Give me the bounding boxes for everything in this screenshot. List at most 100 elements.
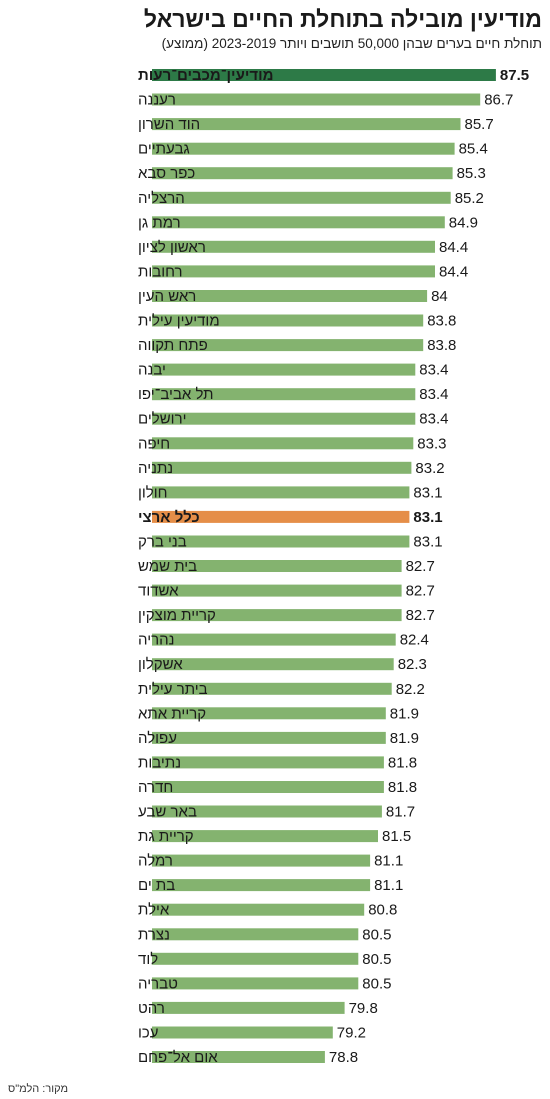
category-label: קריית מוצקין [138,607,216,624]
value-label: 84.4 [439,239,468,256]
bar [152,216,445,229]
value-label: 80.5 [362,926,391,943]
bar [152,69,496,81]
bar [152,928,359,941]
value-label: 83.2 [415,460,444,477]
value-label: 83.3 [417,435,446,452]
category-label: רמת גן [138,214,181,231]
bar [152,977,359,990]
category-label: כפר סבא [138,165,195,182]
category-label: קריית אתא [138,705,206,722]
bar [152,584,402,597]
value-label: 86.7 [484,92,513,109]
category-label: רעננה [138,92,176,109]
bar [152,290,428,302]
bar [152,118,461,131]
value-label: 84 [431,288,448,305]
bar [152,363,416,376]
value-label: 79.8 [349,1000,378,1017]
category-label: ביתר עילית [138,681,208,698]
value-label: 85.2 [455,190,484,207]
category-label: יבנה [138,362,166,379]
category-label: מודיעין־מכבים־רעות [138,67,274,84]
bar [152,854,371,867]
chart-subtitle: תוחלת חיים בערים שבהן 50,000 תושבים ויות… [161,36,542,51]
value-label: 78.8 [329,1049,358,1066]
value-label: 81.8 [388,754,417,771]
bar [152,560,402,572]
bar [152,412,416,425]
value-label: 81.9 [390,730,419,747]
bar [152,707,386,720]
category-label: ראשון לציון [138,239,206,256]
bar [152,167,453,180]
category-label: חדרה [138,779,173,796]
value-label: 84.9 [449,214,478,231]
value-label: 82.2 [396,681,425,698]
category-label: רמלה [138,853,173,870]
value-label: 85.3 [457,165,486,182]
value-label: 83.4 [419,411,448,428]
value-label: 83.1 [413,509,442,526]
category-label: מודיעין עילית [138,313,220,330]
bar [152,903,365,916]
bar [152,682,392,695]
bar [152,830,378,843]
bar [152,461,412,474]
bar [152,633,396,646]
value-label: 83.4 [419,386,448,403]
category-label: בת ים [138,877,175,894]
value-label: 85.4 [459,141,488,158]
bar [152,240,435,253]
category-label: בית שמש [138,558,197,575]
category-label: נצרת [138,926,170,943]
value-label: 82.3 [398,656,427,673]
value-label: 83.8 [427,313,456,330]
category-label: נהריה [138,632,174,649]
bar [152,437,414,450]
value-label: 79.2 [337,1025,366,1042]
value-label: 80.5 [362,975,391,992]
category-label: גבעתיים [138,141,190,158]
value-label: 83.4 [419,362,448,379]
category-label: אשקלון [138,656,183,673]
value-label: 81.8 [388,779,417,796]
bar [152,314,424,327]
category-label: תל אביב־יפו [138,386,214,403]
value-label: 83.1 [413,534,442,551]
value-label: 84.4 [439,263,468,280]
bar [152,1001,345,1014]
bar [152,1026,333,1039]
bar [152,781,384,793]
bar [152,486,410,499]
bar [152,510,410,523]
category-label: טבריה [138,975,178,992]
value-label: 85.7 [465,116,494,133]
category-label: נתניה [138,460,173,477]
bar [152,535,410,548]
category-label: עפולה [138,730,177,747]
bar [152,805,382,818]
value-label: 81.5 [382,828,411,845]
bar [152,142,455,155]
value-label: 87.5 [500,67,529,84]
value-label: 81.1 [374,877,403,894]
bar [152,731,386,744]
category-label: הרצליה [138,190,185,207]
bar [152,191,451,204]
bar [152,879,371,892]
category-label: באר שבע [138,804,197,821]
value-label: 82.7 [406,558,435,575]
category-label: חולון [138,484,168,501]
category-label: אשדוד [138,583,179,600]
value-label: 82.4 [400,632,429,649]
category-label: כלל ארצי [138,509,200,526]
value-label: 81.9 [390,705,419,722]
category-label: קריית גת [138,828,194,845]
bar [152,609,402,622]
value-label: 80.5 [362,951,391,968]
category-label: פתח תקווה [138,337,208,354]
bar [152,339,424,352]
category-label: אילת [138,902,170,919]
